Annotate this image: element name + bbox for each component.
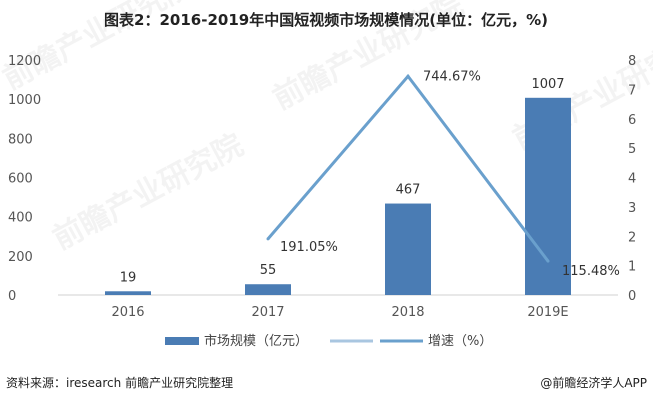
y-tick-label: 600	[8, 172, 33, 187]
y-axis-right: 0 1 2 3 4 5 6 7 8	[628, 54, 636, 304]
x-axis: 2016 2017 2018 2019E	[111, 305, 568, 320]
line-point	[406, 74, 410, 78]
line-series: 191.05% 744.67% 115.48%	[266, 69, 620, 279]
legend-swatch-bar	[165, 337, 199, 345]
y-tick-label: 1000	[8, 93, 41, 108]
x-tick-label: 2016	[111, 305, 144, 320]
brand-label: @前瞻经济学人APP	[540, 375, 647, 390]
x-tick-label: 2017	[251, 305, 284, 320]
line-value-label: 191.05%	[280, 240, 338, 255]
bar-value-label: 55	[260, 263, 277, 278]
y2-tick-label: 5	[628, 142, 636, 157]
y-axis-left: 0 200 400 600 800 1000 1200	[8, 54, 41, 304]
bar-value-label: 19	[120, 270, 137, 285]
x-tick-label: 2019E	[527, 305, 568, 320]
line-point	[546, 259, 550, 263]
y2-tick-label: 1	[628, 260, 636, 275]
legend-label: 市场规模（亿元）	[204, 333, 308, 349]
legend: 市场规模（亿元） 增速（%）	[165, 333, 492, 349]
y2-tick-label: 8	[628, 54, 636, 69]
y2-tick-label: 4	[628, 172, 636, 187]
bar-value-label: 467	[396, 183, 421, 198]
y2-tick-label: 0	[628, 289, 636, 304]
bar	[385, 203, 431, 295]
bar	[245, 284, 291, 295]
source-note: 资料来源：iresearch 前瞻产业研究院整理	[6, 375, 233, 390]
y-tick-label: 200	[8, 250, 33, 265]
y2-tick-label: 3	[628, 201, 636, 216]
y2-tick-label: 2	[628, 230, 636, 245]
y-tick-label: 1200	[8, 54, 41, 69]
watermark-text: 前瞻产业研究院	[47, 128, 249, 257]
y2-tick-label: 7	[628, 83, 636, 98]
line-value-label: 115.48%	[562, 264, 620, 279]
y-tick-label: 0	[8, 289, 16, 304]
y2-tick-label: 6	[628, 113, 636, 128]
y-tick-label: 800	[8, 132, 33, 147]
x-tick-label: 2018	[391, 305, 424, 320]
legend-label: 增速（%）	[428, 334, 492, 349]
y-tick-label: 400	[8, 211, 33, 226]
chart-title: 图表2：2016-2019年中国短视频市场规模情况(单位：亿元，%)	[104, 11, 548, 29]
bar-series: 19 55 467 1007	[105, 77, 571, 295]
bar	[105, 291, 151, 295]
bar-value-label: 1007	[531, 77, 564, 92]
line-value-label: 744.67%	[423, 69, 481, 84]
line-point	[266, 237, 270, 241]
